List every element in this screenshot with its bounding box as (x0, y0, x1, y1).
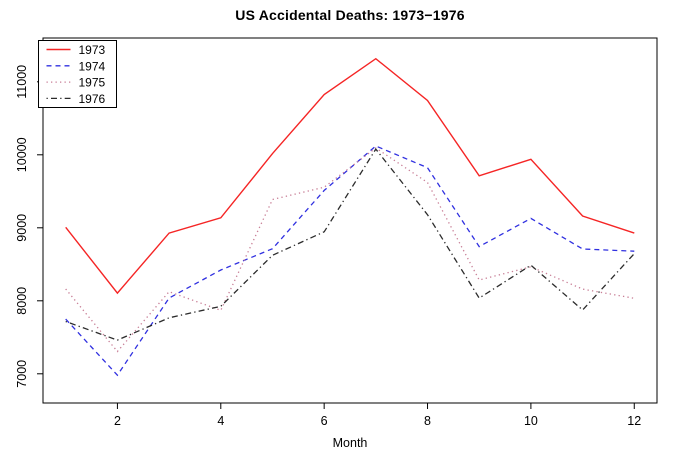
legend-label-1974: 1974 (79, 59, 106, 73)
x-tick-label: 6 (321, 414, 328, 428)
x-tick-label: 4 (217, 414, 224, 428)
x-tick-label: 12 (627, 414, 641, 428)
series-line-1976 (65, 147, 635, 341)
y-tick-label: 8000 (15, 287, 29, 315)
y-tick-label: 10000 (15, 137, 29, 172)
x-axis-label: Month (332, 436, 368, 450)
legend-box (38, 40, 117, 108)
legend-label-1975: 1975 (79, 76, 106, 90)
legend-label-1973: 1973 (79, 43, 106, 57)
x-tick-label: 10 (524, 414, 538, 428)
series-line-1974 (65, 145, 635, 377)
x-tick-label: 8 (424, 414, 431, 428)
series-line-1973 (65, 57, 635, 295)
y-tick-label: 9000 (15, 214, 29, 242)
chart-title: US Accidental Deaths: 1973−1976 (235, 7, 465, 23)
x-tick-label: 2 (114, 414, 121, 428)
y-tick-label: 7000 (15, 360, 29, 388)
plot-border (42, 37, 658, 404)
y-tick-label: 11000 (15, 65, 29, 99)
legend-label-1976: 1976 (79, 92, 106, 106)
